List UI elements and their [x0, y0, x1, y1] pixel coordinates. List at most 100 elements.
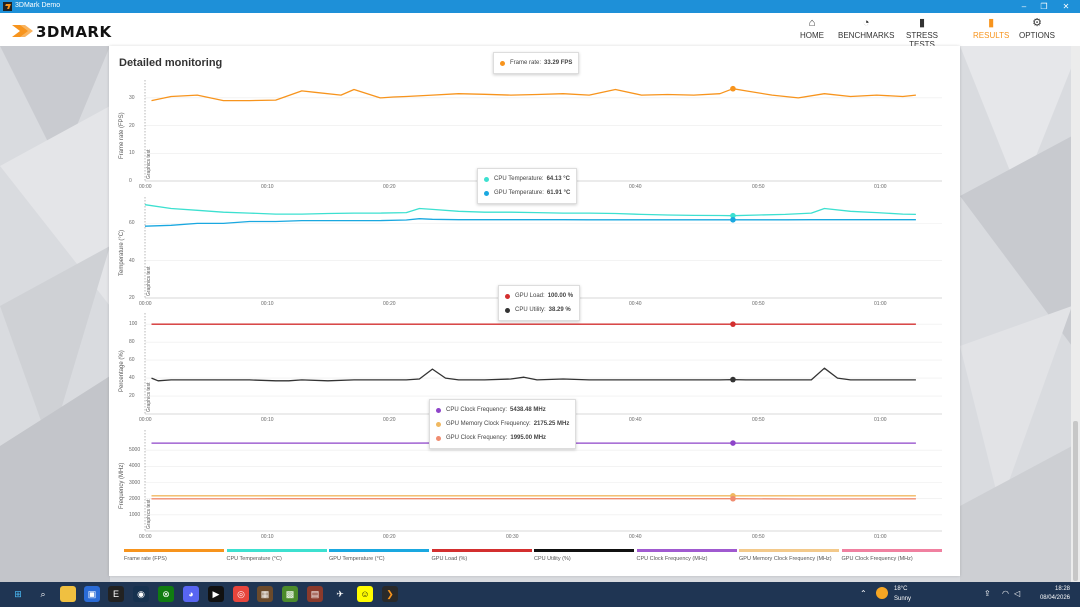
x-tick-label: 00:10: [261, 301, 274, 307]
upload-icon[interactable]: ⇪: [984, 589, 991, 598]
y-tick-label: 20: [129, 122, 135, 129]
y-tick-label: 0: [129, 178, 132, 184]
brand-name: 3DMARK: [36, 23, 112, 41]
legend-item-gpu-clock-frequency-mhz[interactable]: GPU Clock Frequency (MHz): [841, 549, 942, 562]
steam-icon[interactable]: ◉: [133, 586, 149, 602]
epic-games-icon[interactable]: E: [108, 586, 124, 602]
legend-label: CPU Utility (%): [534, 556, 571, 562]
minecraft-icon[interactable]: ▩: [282, 586, 298, 602]
y-tick-label: 40: [129, 375, 135, 382]
chart-canvas: [144, 430, 942, 532]
y-tick-label: 3000: [129, 479, 141, 486]
legend-item-cpu-temperature-c[interactable]: CPU Temperature (°C): [226, 549, 327, 562]
legend-item-gpu-load[interactable]: GPU Load (%): [431, 549, 532, 562]
tooltip-label: CPU Utility:: [515, 307, 546, 313]
y-tick-label: 40: [129, 257, 135, 264]
x-tick-label: 01:00: [874, 417, 887, 423]
x-tick-label: 00:00: [139, 301, 152, 307]
windows-start-icon[interactable]: ⊞: [14, 589, 22, 599]
x-tick-label: 00:40: [629, 301, 642, 307]
clock-time[interactable]: 18:28: [1054, 586, 1070, 592]
nav-label: OPTIONS: [1019, 31, 1056, 40]
clock-date[interactable]: 08/04/2026: [1039, 595, 1070, 601]
marker-point[interactable]: [730, 440, 736, 446]
legend-item-gpu-memory-clock-frequency-mhz[interactable]: GPU Memory Clock Frequency (MHz): [739, 549, 839, 562]
wifi-icon[interactable]: ◠: [1002, 589, 1009, 598]
tooltip-value: 1995.00 MHz: [510, 435, 547, 441]
y-tick-label: 10: [129, 150, 135, 157]
tooltip-label: GPU Temperature:: [494, 190, 544, 196]
legend-item-gpu-temperature-c[interactable]: GPU Temperature (°C): [329, 549, 429, 562]
tooltip-label: GPU Load:: [515, 293, 545, 299]
restore-button[interactable]: ❐: [1040, 2, 1048, 11]
logo-mark-icon: [12, 25, 33, 37]
x-tick-label: 00:50: [752, 301, 765, 307]
search-icon[interactable]: ⌕: [40, 589, 46, 599]
legend-label: GPU Clock Frequency (MHz): [841, 556, 913, 562]
tooltip-value: 100.00 %: [547, 293, 574, 299]
volume-icon[interactable]: ◁: [1014, 589, 1021, 598]
tooltip-value: 5438.48 MHz: [510, 407, 546, 413]
x-tick-label: 00:10: [261, 184, 274, 190]
legend-label: GPU Memory Clock Frequency (MHz): [739, 556, 832, 562]
marker-point[interactable]: [730, 212, 736, 219]
x-tick-label: 00:00: [139, 417, 152, 423]
game-icon[interactable]: ▤: [307, 586, 323, 602]
legend-swatch: [431, 549, 532, 552]
tooltip-row: GPU Clock Frequency: 1995.00 MHz: [436, 431, 569, 445]
tooltip-value: 2175.25 MHz: [533, 421, 570, 427]
chart-legend: Frame rate (FPS) CPU Temperature (°C) GPU …: [124, 549, 964, 569]
gauge-icon: ◔: [862, 17, 870, 29]
snapchat-icon[interactable]: ☺: [357, 586, 373, 602]
series-dot: [436, 435, 441, 441]
nav-results[interactable]: ▮ RESULTS: [973, 17, 1009, 40]
marker-point[interactable]: [730, 321, 736, 327]
series-dot: [484, 176, 489, 182]
x-tick-label: 00:10: [261, 534, 274, 540]
package-icon[interactable]: ▦: [257, 586, 273, 602]
panel-title: Detailed monitoring: [119, 57, 223, 69]
nav-label: RESULTS: [973, 31, 1010, 40]
nav-options[interactable]: ⚙ OPTIONS: [1019, 17, 1055, 40]
legend-item-frame-rate-fps[interactable]: Frame rate (FPS): [124, 549, 224, 562]
legend-swatch: [841, 549, 942, 552]
tray-overflow-icon[interactable]: ⌃: [860, 589, 867, 598]
legend-label: Frame rate (FPS): [124, 556, 167, 562]
legend-item-cpu-clock-frequency-mhz[interactable]: CPU Clock Frequency (MHz): [636, 549, 737, 562]
discord-icon[interactable]: ◕: [183, 586, 199, 602]
close-button[interactable]: ✕: [1062, 2, 1070, 11]
file-explorer-icon[interactable]: ▬: [60, 586, 76, 602]
legend-item-cpu-utility[interactable]: CPU Utility (%): [534, 549, 634, 562]
x-tick-label: 00:00: [139, 184, 152, 190]
marker-point[interactable]: [730, 495, 736, 502]
series-line-frame-rate: [151, 88, 916, 102]
scrollbar-thumb[interactable]: [1073, 421, 1078, 581]
bars-icon: ▮: [918, 17, 926, 29]
weather-desc[interactable]: Sunny: [894, 596, 912, 602]
weather-temp[interactable]: 18°C: [894, 586, 908, 592]
nav-home[interactable]: ⌂ HOME: [800, 17, 824, 40]
marker-point[interactable]: [730, 217, 736, 223]
monitoring-panel: Detailed monitoring Frame rate (FPS) Grap…: [109, 46, 960, 576]
chart-tooltip: CPU Clock Frequency: 5438.48 MHz GPU Memor…: [429, 399, 577, 449]
nav-stress-tests[interactable]: ▮ STRESS TESTS: [906, 17, 938, 49]
minimize-button[interactable]: –: [1021, 2, 1027, 11]
window-title: 3DMark Demo: [15, 2, 61, 9]
x-tick-label: 00:40: [629, 417, 642, 423]
y-tick-label: 2000: [129, 495, 141, 502]
sun-icon[interactable]: [876, 587, 888, 599]
airplane-icon[interactable]: ✈: [336, 589, 344, 599]
store-icon[interactable]: ▣: [84, 586, 100, 602]
chrome-icon[interactable]: ◎: [233, 586, 249, 602]
x-tick-label: 01:00: [874, 301, 887, 307]
nav-benchmarks[interactable]: ◔ BENCHMARKS: [838, 17, 894, 40]
marker-point[interactable]: [730, 85, 736, 92]
x-tick-label: 00:30: [506, 534, 519, 540]
legend-label: CPU Temperature (°C): [226, 556, 282, 562]
marker-point[interactable]: [730, 376, 736, 383]
xbox-icon[interactable]: ⊗: [158, 586, 174, 602]
3dmark-icon[interactable]: ❯: [382, 586, 398, 602]
chart-fps: Frame rate (FPS) Graphics test 30 20 10 0 00:0…: [109, 52, 960, 190]
media-player-icon[interactable]: ▶: [208, 586, 224, 602]
page-scrollbar[interactable]: [1071, 46, 1080, 582]
